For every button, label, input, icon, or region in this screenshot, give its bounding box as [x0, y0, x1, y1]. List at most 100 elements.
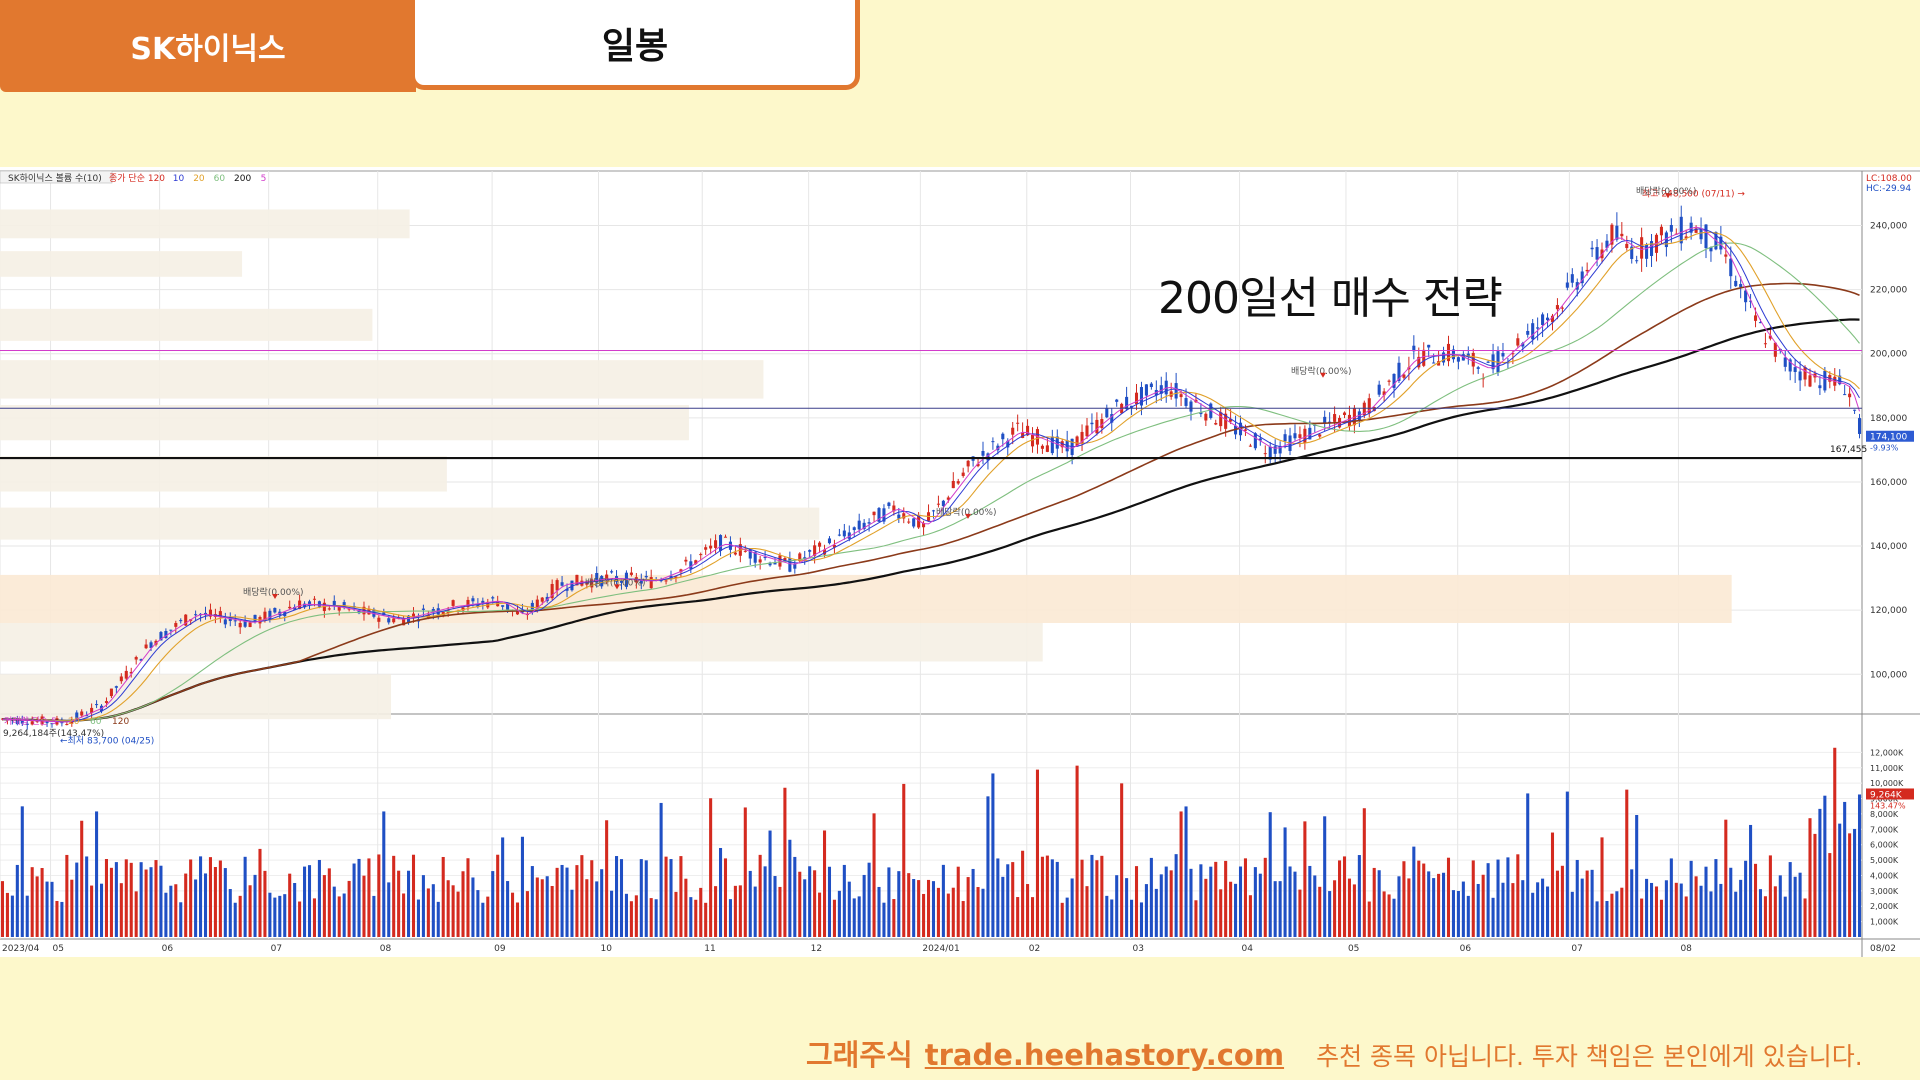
volume-bar	[1149, 857, 1153, 937]
volume-bar	[1357, 855, 1361, 937]
moving-averages	[2, 226, 1860, 723]
candle-body	[1303, 428, 1307, 444]
volume-profile-band	[0, 623, 1043, 662]
volume-bar	[1818, 808, 1822, 937]
candle-body	[20, 718, 24, 724]
volume-bar	[258, 848, 262, 937]
candle-body	[1179, 394, 1183, 398]
volume-bar	[119, 883, 123, 937]
candle-body	[1333, 414, 1337, 422]
volume-bar	[1768, 855, 1772, 937]
volume-bar	[1813, 833, 1817, 937]
footer-link[interactable]: trade.heehastory.com	[924, 1038, 1285, 1072]
volume-bar	[1605, 901, 1609, 937]
volume-bar	[30, 867, 34, 937]
volume-bar	[991, 773, 995, 937]
candle-body	[1853, 409, 1857, 411]
candle-body	[184, 614, 188, 626]
candle-body	[387, 618, 391, 623]
candle-body	[397, 617, 401, 619]
candle-body	[466, 599, 470, 608]
candle-body	[1585, 269, 1589, 272]
candle-body	[847, 532, 851, 539]
volume-bar	[1159, 874, 1163, 937]
volume-bar	[1065, 897, 1069, 937]
volume-bar	[278, 895, 282, 937]
volume-bar	[1253, 867, 1257, 937]
candle-body	[1045, 445, 1049, 452]
volume-bar	[1293, 871, 1297, 937]
candle-body	[798, 553, 802, 562]
candle-body	[1075, 436, 1079, 447]
volume-bar	[213, 867, 217, 937]
candle-body	[857, 520, 861, 530]
volume-bar	[1120, 783, 1124, 937]
volume-bar	[1342, 856, 1347, 937]
candle-body	[1090, 422, 1094, 425]
candle-body	[704, 547, 708, 550]
volume-tick-label: 4,000K	[1870, 871, 1899, 880]
volume-bar	[1649, 882, 1654, 937]
candle-body	[1649, 241, 1654, 256]
volume-bar	[1595, 901, 1599, 937]
volume-bar	[842, 864, 846, 937]
volume-bar	[1169, 870, 1173, 937]
volume-bar	[1303, 821, 1307, 937]
volume-bar	[90, 885, 94, 937]
candle-body	[1248, 445, 1252, 447]
date-tick-label: 08	[380, 944, 392, 954]
price-legend-item: 5	[261, 174, 267, 184]
candle-body	[312, 598, 316, 600]
volume-bar	[560, 864, 564, 937]
candle-body	[233, 620, 237, 622]
volume-bar	[1164, 866, 1168, 937]
volume-bar	[758, 854, 762, 937]
volume-bar	[902, 783, 906, 937]
volume-bar	[639, 859, 643, 937]
date-tick-label: 11	[704, 944, 715, 954]
date-tick-label: 09	[494, 944, 506, 954]
candle-body	[941, 500, 945, 507]
candle-body	[1268, 446, 1272, 460]
candle-body	[530, 602, 534, 610]
candle-body	[1659, 226, 1663, 236]
candle-body	[897, 514, 901, 519]
volume-bar	[634, 895, 638, 937]
candle-body	[228, 617, 232, 621]
volume-bar	[337, 896, 341, 937]
candle-body	[90, 707, 94, 713]
candle-body	[1763, 343, 1767, 345]
volume-bar	[788, 839, 792, 937]
candle-body	[773, 562, 777, 565]
volume-bar	[1154, 888, 1158, 937]
volume-bar	[1085, 886, 1089, 937]
period-tab-daily[interactable]: 일봉	[410, 0, 860, 90]
candle-body	[377, 617, 381, 622]
volume-bar	[124, 859, 128, 937]
volume-bar	[1531, 892, 1535, 937]
volume-bar	[1248, 895, 1252, 937]
volume-bar	[10, 895, 14, 937]
candle-body	[783, 558, 787, 562]
volume-bar	[852, 898, 856, 937]
volume-bar	[931, 881, 936, 937]
volume-bar	[1471, 860, 1475, 937]
volume-bar	[1045, 855, 1049, 937]
volume-bar	[15, 864, 19, 937]
volume-bar	[1402, 861, 1406, 937]
candle-body	[1387, 380, 1391, 382]
candle-body	[842, 530, 846, 537]
stock-name-tab[interactable]: SK하이닉스	[0, 0, 416, 92]
volume-bar	[773, 876, 777, 937]
volume-bar	[367, 858, 371, 937]
volume-bar	[1189, 868, 1193, 937]
volume-bar	[1843, 801, 1847, 937]
candle-body	[887, 502, 891, 507]
volume-bar	[189, 859, 193, 937]
volume-bar	[1090, 854, 1094, 937]
candle-body	[1382, 391, 1386, 396]
candle-body	[1432, 362, 1436, 364]
volume-bar	[1753, 863, 1758, 937]
candle-body	[169, 629, 173, 631]
candle-body	[129, 671, 133, 674]
